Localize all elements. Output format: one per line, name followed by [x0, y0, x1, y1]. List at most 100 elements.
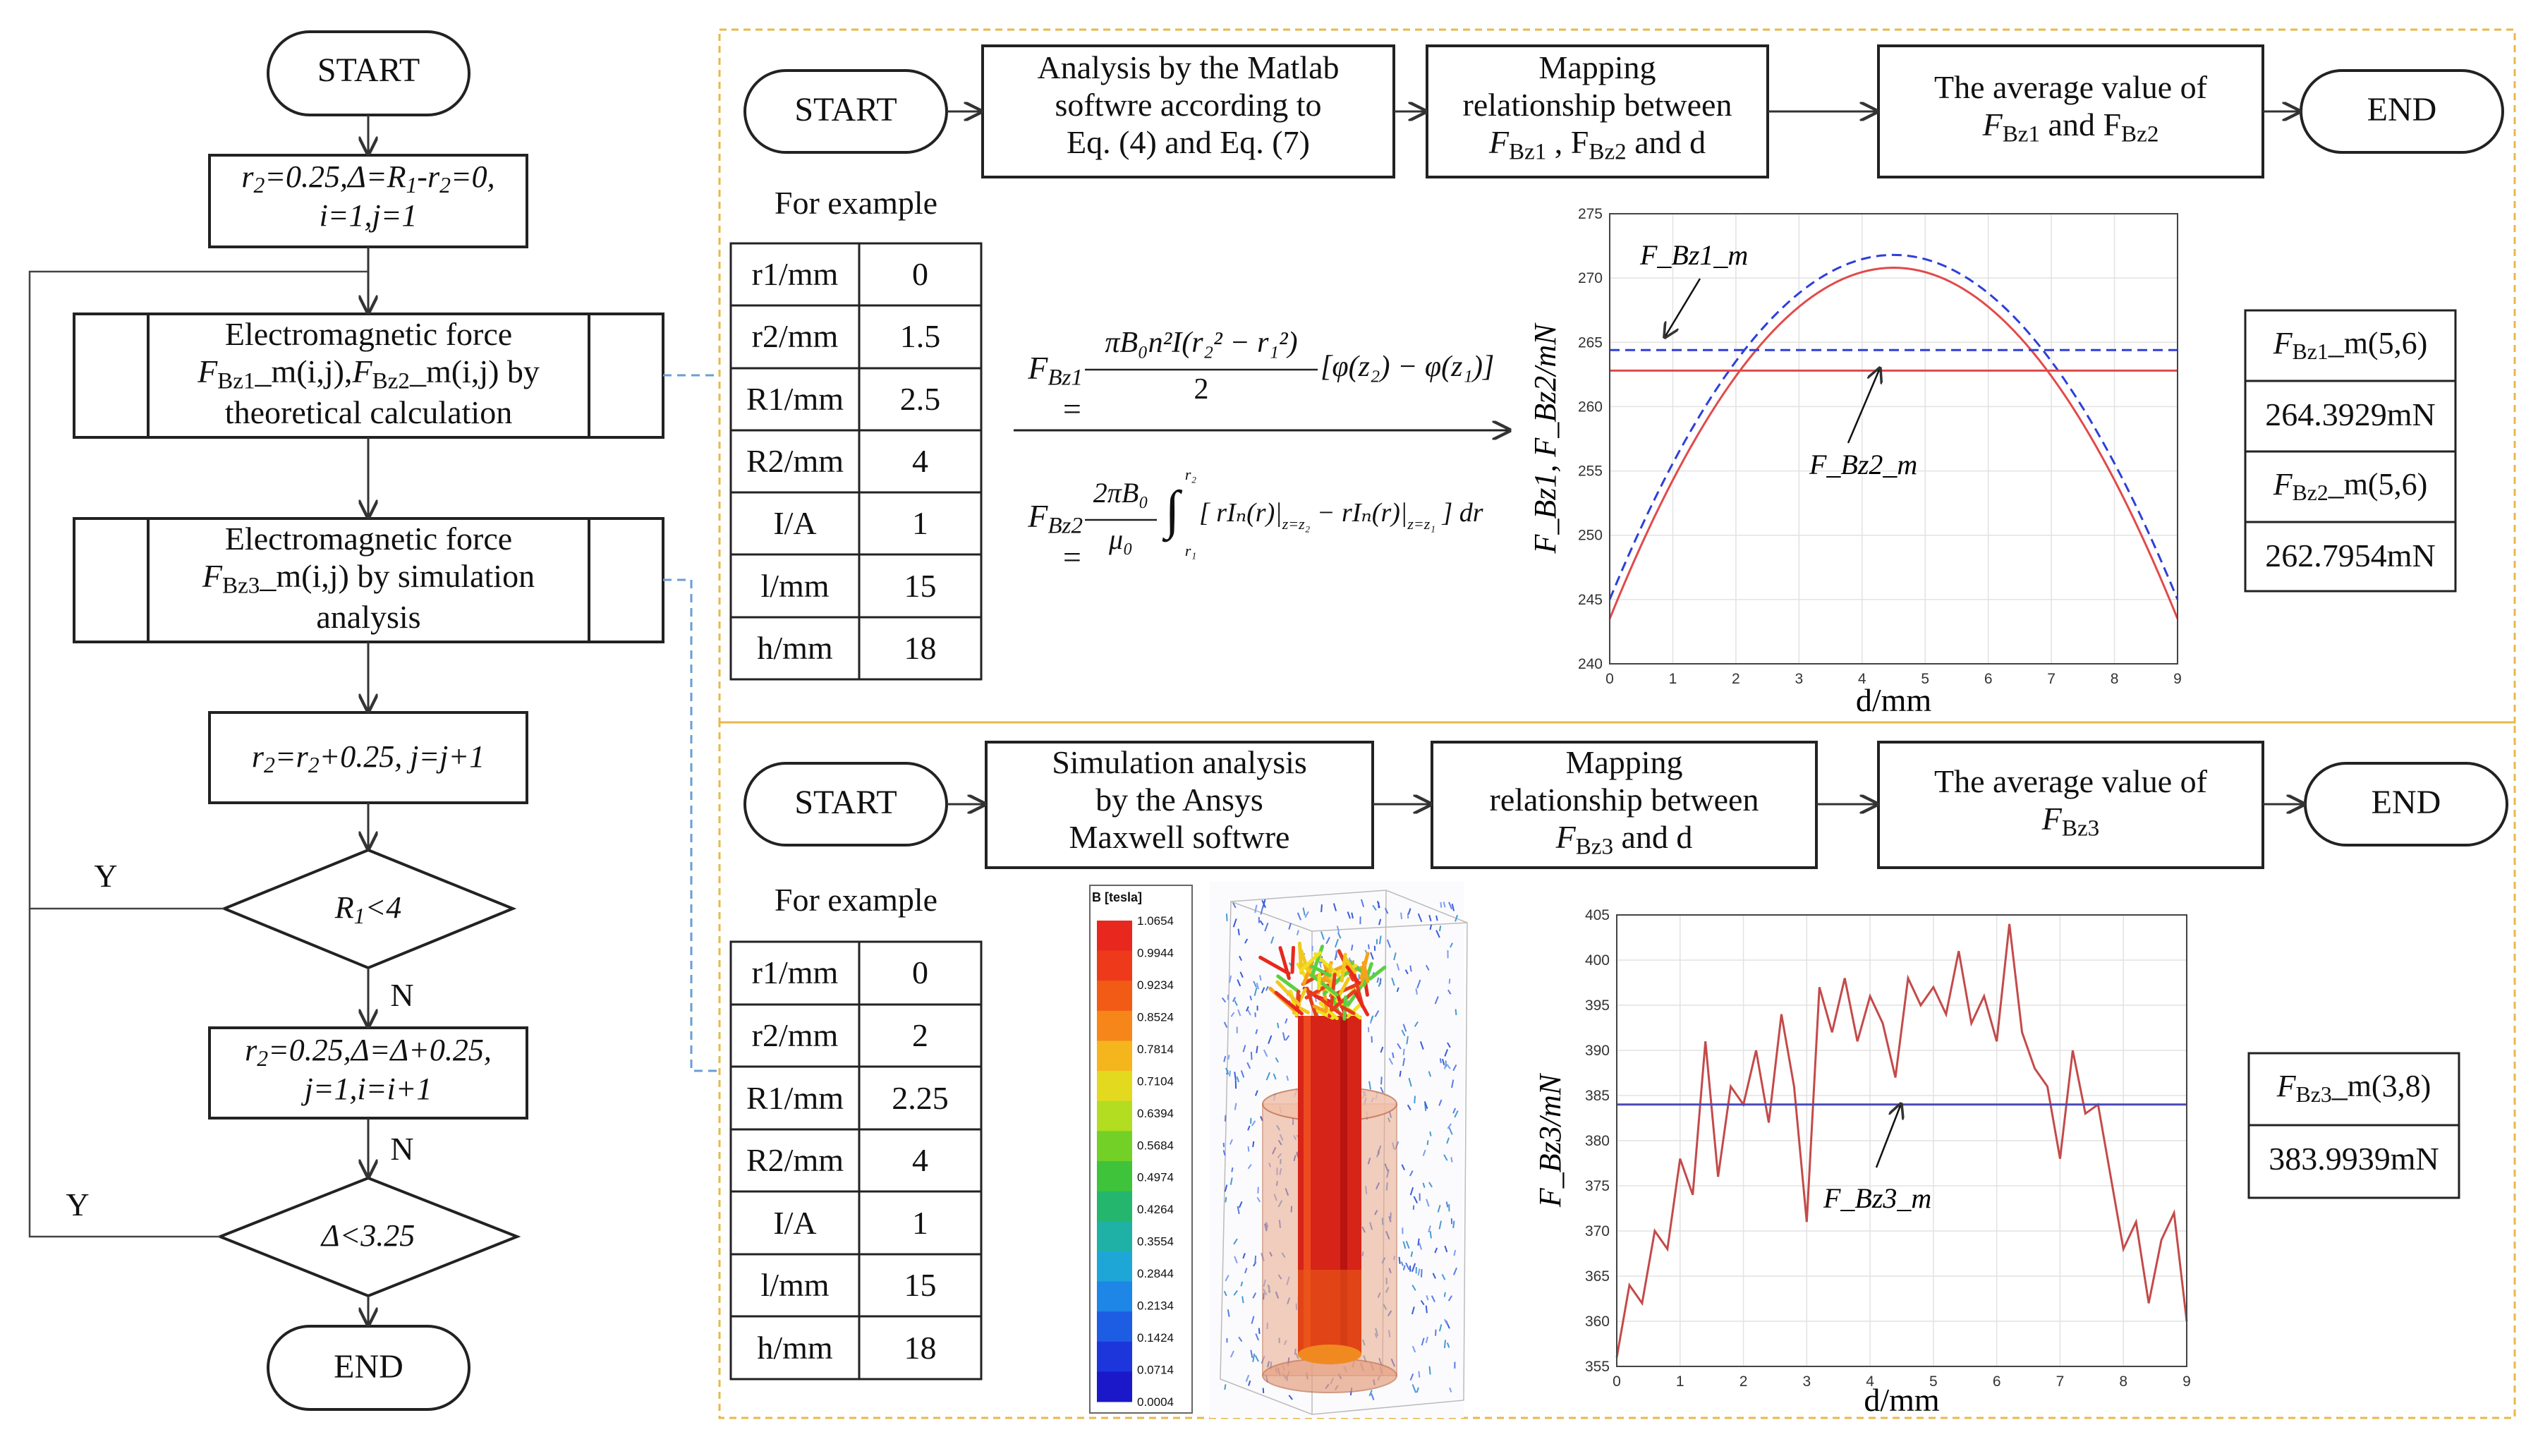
bottom-chart: 0 1 2 3 4 5 6 7 8 9 355 360 365 370 375 380 385 390 395 400… — [1533, 907, 2191, 1418]
fc-reset-text: r2=0.25,Δ=Δ+0.25, j=1,i=i+1 — [245, 1033, 492, 1107]
field-vector — [1391, 977, 1395, 986]
field-vector — [1247, 1125, 1251, 1131]
field-vector — [1320, 904, 1323, 913]
top-panel-border — [718, 28, 2516, 724]
param-name-3: R2/mm — [746, 443, 844, 480]
field-vector — [1236, 1076, 1240, 1083]
field-vector — [1367, 944, 1370, 950]
field-vector — [1370, 952, 1374, 960]
field-vector — [1247, 1164, 1252, 1170]
field-vector — [1222, 1150, 1226, 1156]
field-vector — [1245, 1006, 1249, 1012]
x-tick-label: 8 — [2119, 1373, 2127, 1390]
field-vector — [1384, 907, 1389, 914]
field-vector — [1407, 908, 1411, 915]
bottom-example-label: For example — [774, 882, 938, 918]
field-vector — [1444, 1245, 1448, 1253]
field-vector — [1434, 1247, 1438, 1254]
field-vector — [1449, 1387, 1452, 1393]
field-vector — [1440, 902, 1443, 908]
x-tick-label: 7 — [2056, 1373, 2065, 1390]
field-vector — [1240, 1281, 1244, 1287]
field-arrow — [1340, 952, 1347, 983]
field-vector — [1233, 1238, 1238, 1245]
field-vector — [1424, 1103, 1427, 1112]
field-vector — [1446, 1342, 1450, 1348]
fc-cond2-text: Δ<3.25 — [321, 1218, 415, 1253]
field-vector — [1417, 1238, 1420, 1246]
field-vector — [1414, 1021, 1419, 1027]
fc-cond1-text: R1<4 — [334, 890, 402, 928]
field-vector — [1399, 1070, 1402, 1077]
x-tick-label: 5 — [1929, 1373, 1938, 1390]
param-name-5: l/mm — [760, 567, 830, 604]
field-vector — [1393, 952, 1397, 961]
colorbar-segment-14 — [1097, 1341, 1132, 1372]
field-vector — [1288, 1395, 1293, 1400]
field-vector — [1265, 985, 1269, 991]
field-vector — [1259, 920, 1264, 926]
field-vector — [1227, 1055, 1230, 1060]
bottom-table-grid — [729, 940, 983, 1381]
colorbar-segment-8 — [1097, 1161, 1132, 1192]
colorbar-value-11: 0.2844 — [1137, 1267, 1174, 1280]
field-vector — [1437, 1204, 1441, 1213]
field-vector — [1438, 1220, 1443, 1230]
field-vector — [1277, 1022, 1280, 1029]
field-vector — [1232, 902, 1237, 909]
field-vector — [1254, 1255, 1257, 1264]
field-vector — [1247, 1009, 1251, 1016]
field-vector — [1378, 980, 1382, 988]
fc-end-label: END — [334, 1348, 403, 1385]
param-name-3: R2/mm — [746, 1142, 844, 1179]
fc-theory-text: Electromagnetic force FBz1_m(i,j),FBz2_m… — [198, 316, 540, 431]
field-vector — [1452, 1267, 1457, 1275]
bottom-end-label: END — [2371, 784, 2441, 821]
x-axis-label: d/mm — [1856, 682, 1932, 718]
colorbar-segment-15 — [1097, 1371, 1132, 1402]
top-chart: 0 1 2 3 4 5 6 7 8 9 240 245 250 255 260 265 270 275 d/mm F_… — [1528, 206, 2182, 718]
field-vector — [1238, 1201, 1243, 1208]
field-arrow — [1340, 1005, 1356, 1015]
eq1-lhs: FBz1 = — [1028, 350, 1083, 427]
colorbar-value-12: 0.2134 — [1137, 1299, 1174, 1313]
field-vector — [1234, 1103, 1237, 1110]
colorbar-value-3: 0.8524 — [1137, 1010, 1174, 1024]
field-vector — [1372, 904, 1377, 911]
fc-incr-text: r2=r2+0.25, j=j+1 — [251, 739, 485, 777]
param-name-0: r1/mm — [751, 954, 839, 991]
field-vector — [1285, 1035, 1290, 1041]
param-value-2: 2.5 — [899, 380, 941, 417]
field-vector — [1225, 1067, 1229, 1075]
y-tick-label: 250 — [1578, 528, 1603, 544]
colorbar-value-14: 0.0714 — [1137, 1364, 1174, 1377]
field-vector — [1254, 1090, 1258, 1096]
field-vector — [1378, 918, 1382, 926]
field-vector — [1230, 1012, 1235, 1017]
field-vector — [1420, 1299, 1425, 1306]
field-vector — [1252, 1353, 1256, 1362]
param-name-6: h/mm — [757, 629, 833, 666]
field-vector — [1450, 942, 1454, 948]
field-vector — [1250, 1349, 1253, 1358]
field-vector — [1258, 1328, 1261, 1334]
field-arrow — [1304, 983, 1330, 1000]
field-vector — [1410, 1251, 1414, 1257]
field-vector — [1371, 1393, 1375, 1400]
fc-start-label: START — [317, 51, 420, 89]
field-vector — [1244, 938, 1249, 944]
field-vector — [1242, 1045, 1246, 1052]
param-name-4: I/A — [773, 505, 817, 542]
field-vector — [1428, 914, 1432, 922]
top-example-label: For example — [774, 185, 938, 221]
field-vector — [1237, 979, 1241, 987]
field-vector — [1417, 1268, 1421, 1276]
field-vector — [1240, 1070, 1245, 1078]
field-vector — [1225, 1275, 1229, 1282]
field-vector — [1245, 1374, 1250, 1382]
field-vector — [1304, 911, 1309, 918]
param-value-5: 15 — [904, 1267, 937, 1304]
field-arrow — [1361, 961, 1370, 983]
bottom-panel-border — [718, 721, 2516, 1419]
